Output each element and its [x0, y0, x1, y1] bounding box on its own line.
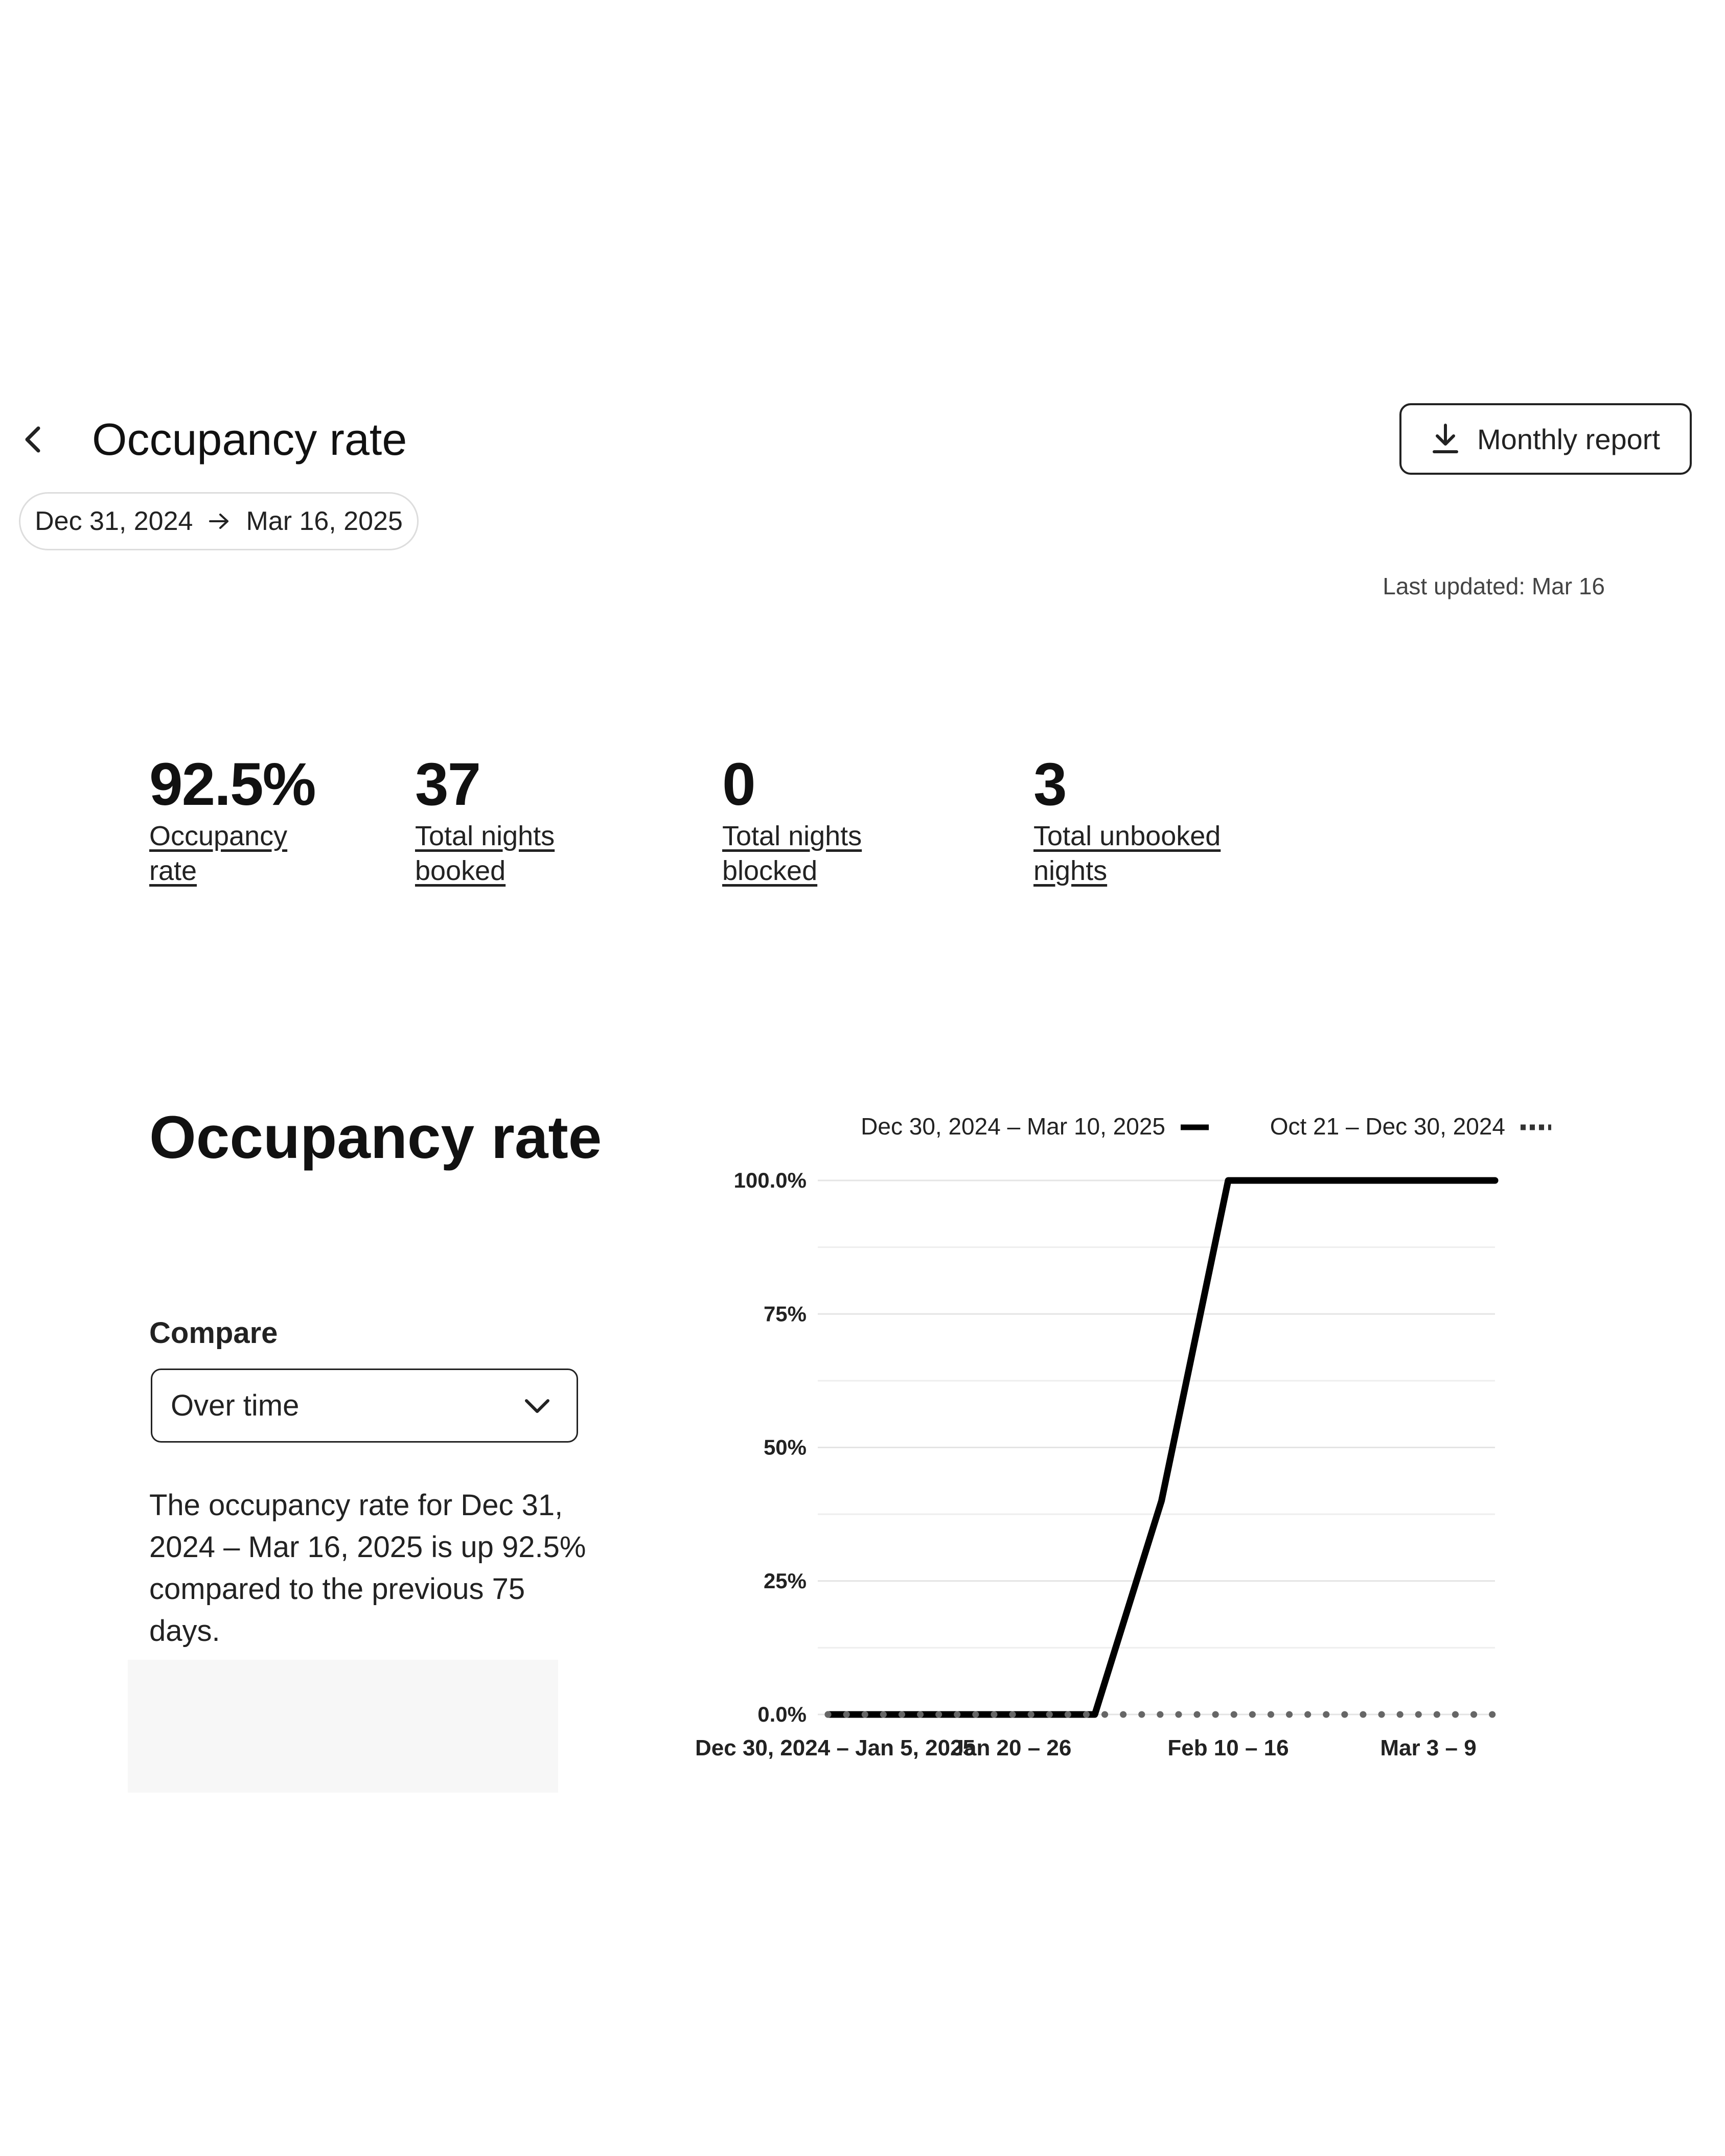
occupancy-line-chart: 0.0% 25% 50% 75% 100.0% Dec 30, 2024 – Jan 5,… [695, 1113, 1551, 1760]
last-updated-text: Last updated: Mar 16 [1383, 573, 1605, 599]
stat-value: 0 [722, 751, 756, 818]
y-tick-label: 100.0% [734, 1168, 807, 1192]
date-range-picker[interactable]: Dec 31, 2024 Mar 16, 2025 [19, 492, 419, 550]
x-tick-label: Jan 20 – 26 [952, 1735, 1072, 1760]
date-range-end: Mar 16, 2025 [246, 506, 403, 536]
x-tick-label: Dec 30, 2024 – Jan 5, 2025 [695, 1735, 975, 1760]
stat-unbooked-nights: 3 Total unbooked nights [1033, 751, 1248, 888]
section-title: Occupancy rate [149, 1104, 602, 1171]
x-tick-label: Mar 3 – 9 [1380, 1735, 1476, 1760]
y-tick-label: 50% [764, 1435, 807, 1459]
compare-selected-value: Over time [171, 1389, 300, 1422]
stat-nights-booked: 37 Total nights booked [415, 751, 568, 888]
back-button[interactable] [15, 419, 51, 460]
stat-label-link[interactable]: Total nights blocked [722, 821, 862, 886]
y-tick-label: 25% [764, 1569, 807, 1593]
y-tick-label: 75% [764, 1302, 807, 1326]
monthly-report-label: Monthly report [1477, 423, 1660, 455]
monthly-report-button[interactable]: Monthly report [1399, 403, 1692, 475]
x-tick-label: Feb 10 – 16 [1167, 1735, 1289, 1760]
date-range-start: Dec 31, 2024 [35, 506, 193, 536]
stat-value: 92.5% [149, 751, 316, 818]
stat-value: 37 [415, 751, 481, 818]
download-icon [1433, 424, 1459, 453]
y-tick-label: 0.0% [757, 1702, 807, 1726]
arrow-right-icon [209, 514, 229, 529]
chevron-left-icon [25, 426, 40, 453]
compare-label: Compare [149, 1316, 278, 1350]
legend-label-current: Dec 30, 2024 – Mar 10, 2025 [861, 1113, 1165, 1140]
occupancy-summary-text: The occupancy rate for Dec 31, 2024 – Ma… [149, 1489, 586, 1648]
stat-label-link[interactable]: Total unbooked nights [1033, 821, 1221, 886]
stat-value: 3 [1033, 751, 1067, 818]
stat-occupancy-rate: 92.5% Occupancy rate [149, 751, 316, 888]
stat-label-link[interactable]: Total nights booked [415, 821, 555, 886]
chevron-down-icon [525, 1399, 549, 1413]
loading-placeholder [128, 1660, 558, 1793]
legend-label-previous: Oct 21 – Dec 30, 2024 [1270, 1113, 1505, 1140]
stat-label-link[interactable]: Occupancy rate [149, 821, 288, 886]
compare-dropdown[interactable]: Over time [151, 1369, 578, 1443]
stat-nights-blocked: 0 Total nights blocked [722, 751, 876, 888]
page-title: Occupancy rate [92, 414, 407, 465]
